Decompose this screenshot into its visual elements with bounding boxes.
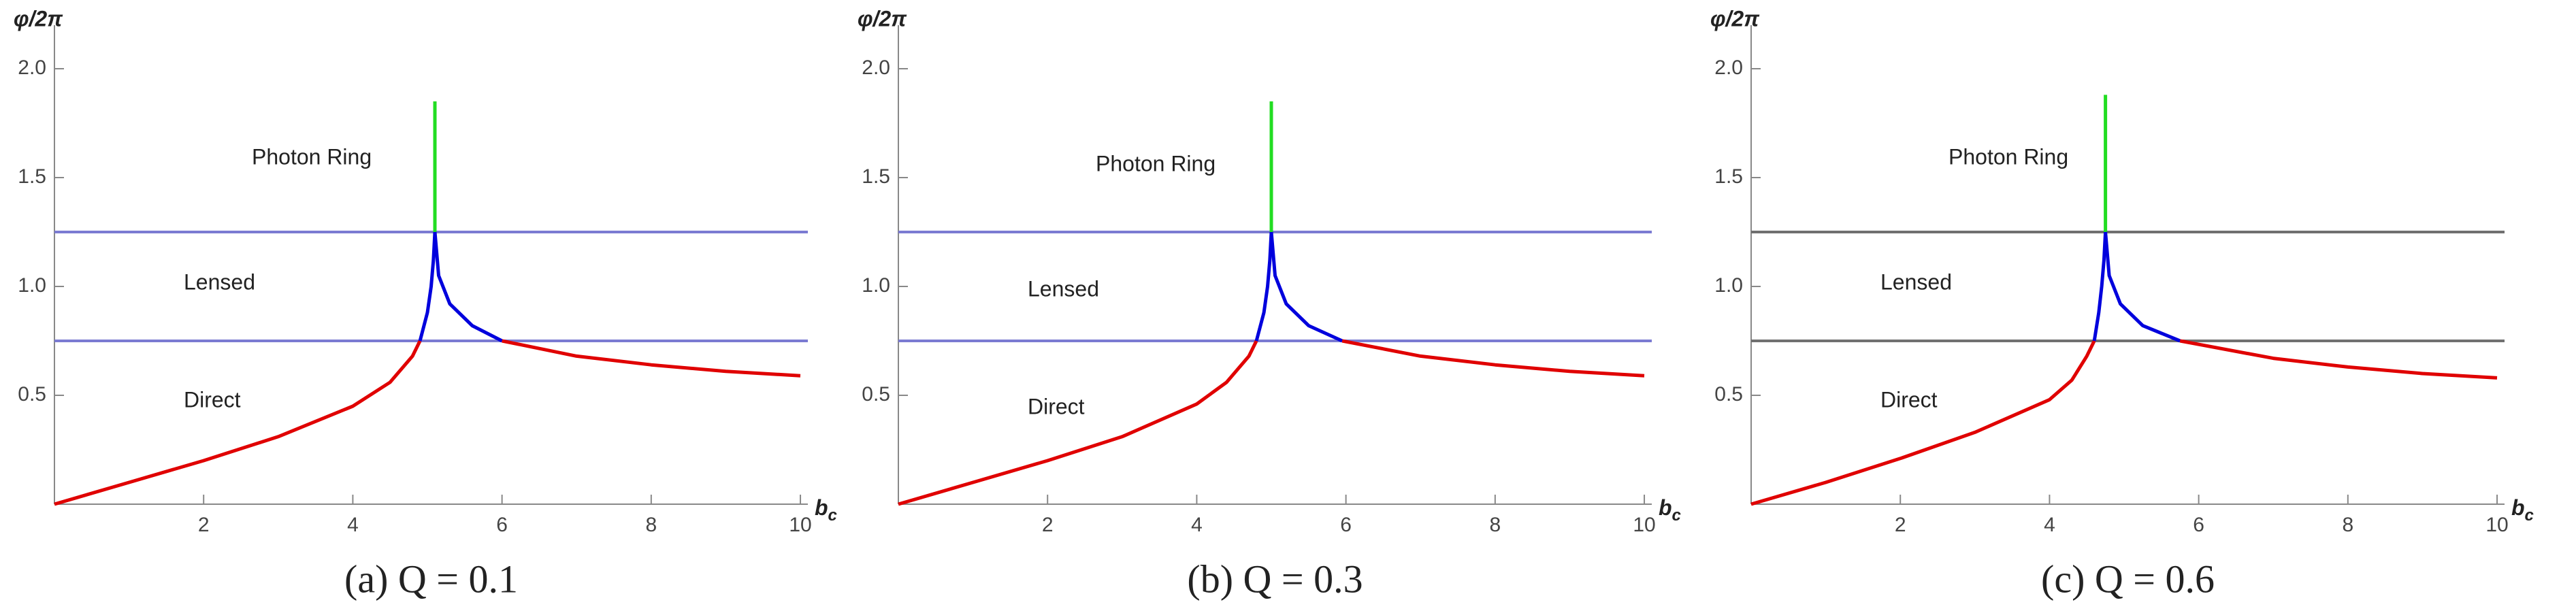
curve	[502, 339, 801, 378]
curve	[418, 231, 437, 342]
curve	[1341, 339, 1645, 378]
x-axis-label-sub: c	[2525, 506, 2534, 525]
region-label: Direct	[184, 387, 241, 412]
panel: 2 4 6 8 10 0.5 1.0 1.5 2.0 Photon Ring Lensed Direc…	[1710, 6, 2534, 601]
x-tick-label: 10	[789, 514, 811, 536]
x-axis-label-main: b	[2511, 495, 2525, 520]
x-tick-label: 4	[2044, 514, 2055, 536]
caption: (a) Q = 0.1	[344, 557, 518, 601]
x-axis-label: bc	[815, 495, 837, 525]
curve	[2179, 339, 2498, 380]
y-tick-label: 1.0	[18, 274, 46, 297]
x-tick-label: 8	[2342, 514, 2353, 536]
x-tick-label: 4	[347, 514, 359, 536]
curve	[898, 340, 1258, 506]
x-axis-label-main: b	[815, 495, 828, 520]
x-tick-label: 6	[496, 514, 508, 536]
region-label: Direct	[1028, 394, 1085, 418]
curve	[2092, 231, 2108, 342]
x-tick-label: 2	[198, 514, 210, 536]
curve	[433, 231, 503, 343]
panel: 2 4 6 8 10 0.5 1.0 1.5 2.0 Photon Ring Lensed Direc…	[14, 6, 837, 601]
caption: (c) Q = 0.6	[2041, 557, 2215, 601]
x-axis-label-sub: c	[828, 506, 837, 525]
x-tick-label: 8	[645, 514, 657, 536]
x-tick-label: 4	[1191, 514, 1203, 536]
region-label: Photon Ring	[252, 144, 372, 169]
y-tick-label: 2.0	[862, 56, 890, 79]
x-axis-label-sub: c	[1672, 506, 1681, 525]
region-label: Lensed	[1880, 269, 1952, 294]
x-tick-label: 8	[1489, 514, 1501, 536]
region-label: Direct	[1880, 387, 1938, 412]
curve	[1269, 231, 1343, 343]
y-tick-label: 1.0	[862, 274, 890, 297]
region-label: Photon Ring	[1949, 144, 2068, 169]
x-tick-label: 6	[1340, 514, 1352, 536]
y-axis-label: φ/2π	[858, 6, 907, 31]
y-tick-label: 0.5	[862, 383, 890, 406]
region-label: Lensed	[184, 269, 255, 294]
region-label: Photon Ring	[1096, 151, 1216, 176]
region-label: Lensed	[1028, 276, 1099, 301]
y-tick-label: 1.5	[18, 165, 46, 188]
curve	[1750, 340, 2096, 506]
caption: (b) Q = 0.3	[1187, 557, 1363, 601]
x-tick-label: 2	[1042, 514, 1054, 536]
y-axis-label: φ/2π	[1710, 6, 1760, 31]
x-tick-label: 2	[1895, 514, 1906, 536]
curve	[2104, 231, 2181, 343]
y-tick-label: 1.0	[1714, 274, 1743, 297]
x-tick-label: 10	[1633, 514, 1655, 536]
curve	[54, 340, 422, 506]
x-axis-label-main: b	[1659, 495, 1672, 520]
x-axis-label: bc	[2511, 495, 2534, 525]
x-tick-label: 6	[2193, 514, 2204, 536]
curve	[1254, 231, 1273, 342]
y-tick-label: 2.0	[1714, 56, 1743, 79]
panel: 2 4 6 8 10 0.5 1.0 1.5 2.0 Photon Ring Lensed Direc…	[858, 6, 1681, 601]
x-tick-label: 10	[2485, 514, 2508, 536]
y-tick-label: 2.0	[18, 56, 46, 79]
x-axis-label: bc	[1659, 495, 1681, 525]
y-axis-label: φ/2π	[14, 6, 63, 31]
y-tick-label: 0.5	[18, 383, 46, 406]
y-tick-label: 0.5	[1714, 383, 1743, 406]
y-tick-label: 1.5	[862, 165, 890, 188]
y-tick-label: 1.5	[1714, 165, 1743, 188]
